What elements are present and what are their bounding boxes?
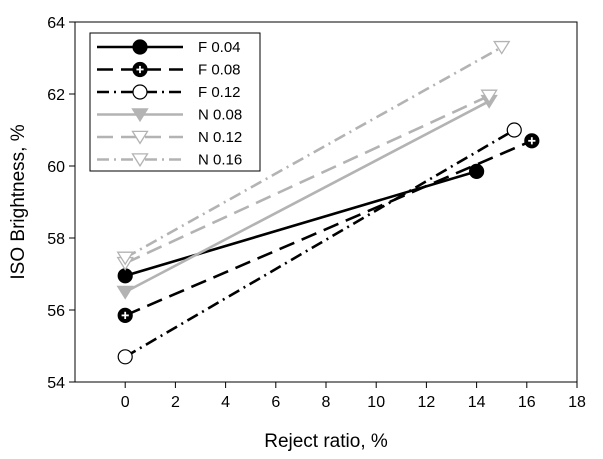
legend-entry-f-0-08: F 0.08 — [97, 62, 241, 79]
legend-marker — [132, 84, 148, 100]
x-tick-label: 18 — [568, 394, 586, 411]
ticks-layer: 0 2 4 6 8 10 12 14 16 18 54 56 58 60 62 64 — [47, 15, 586, 411]
legend-label: N 0.16 — [198, 152, 242, 169]
y-tick-label: 58 — [47, 231, 65, 248]
legend-entry-f-0-04: F 0.04 — [97, 39, 241, 56]
legend-marker — [132, 39, 148, 55]
y-tick-label: 56 — [47, 303, 65, 320]
data-point-n-0-16 — [116, 251, 134, 266]
x-tick-label: 0 — [121, 394, 130, 411]
data-point-f-0-04 — [469, 163, 485, 179]
legend-entry-f-0-12: F 0.12 — [97, 84, 241, 101]
legend-entry-n-0-16: N 0.16 — [97, 152, 242, 169]
legend-marker — [131, 153, 149, 168]
x-tick-label: 10 — [367, 394, 385, 411]
data-point-f-0-12 — [117, 349, 133, 365]
legend-marker — [131, 130, 149, 145]
data-point-f-0-04 — [117, 268, 133, 284]
series-line-n-0-08 — [124, 100, 490, 294]
x-tick-label: 16 — [518, 394, 536, 411]
legend-marker — [132, 61, 148, 78]
data-point-n-0-12 — [480, 89, 498, 104]
legend-label: N 0.08 — [198, 107, 242, 124]
y-tick-label: 54 — [47, 375, 65, 392]
x-axis-title: Reject ratio, % — [264, 431, 388, 452]
legend-label: F 0.04 — [198, 39, 241, 56]
legend-box — [89, 32, 261, 172]
data-point-f-0-08 — [524, 133, 540, 149]
y-tick-label: 62 — [47, 87, 65, 104]
series-line-f-0-12 — [124, 128, 515, 358]
series-layer — [116, 40, 540, 365]
legend-entry-n-0-12: N 0.12 — [97, 129, 242, 146]
y-tick-label: 60 — [47, 159, 65, 176]
x-tick-label: 4 — [221, 394, 230, 411]
data-point-n-0-08 — [116, 285, 134, 300]
data-point-f-0-12 — [506, 122, 522, 138]
data-point-f-0-08 — [117, 307, 133, 323]
x-tick-label: 2 — [171, 394, 180, 411]
legend-label: F 0.12 — [198, 84, 241, 101]
y-axis-title: ISO Brightness, % — [8, 124, 29, 279]
series-line-f-0-08 — [124, 139, 533, 317]
legend-label: N 0.12 — [198, 129, 242, 146]
data-point-n-0-16 — [493, 40, 511, 55]
legend-label: F 0.08 — [198, 62, 241, 79]
series-line-n-0-12 — [124, 94, 490, 265]
legend-entry-n-0-08: N 0.08 — [97, 107, 242, 124]
x-tick-label: 8 — [322, 394, 331, 411]
y-tick-label: 64 — [47, 15, 65, 32]
x-tick-label: 6 — [271, 394, 280, 411]
x-tick-label: 14 — [468, 394, 486, 411]
legend: F 0.04 F 0.08 F 0.12 N 0.08 N 0.12 N 0.16 — [89, 32, 261, 172]
x-tick-label: 12 — [418, 394, 436, 411]
legend-marker — [131, 108, 149, 123]
